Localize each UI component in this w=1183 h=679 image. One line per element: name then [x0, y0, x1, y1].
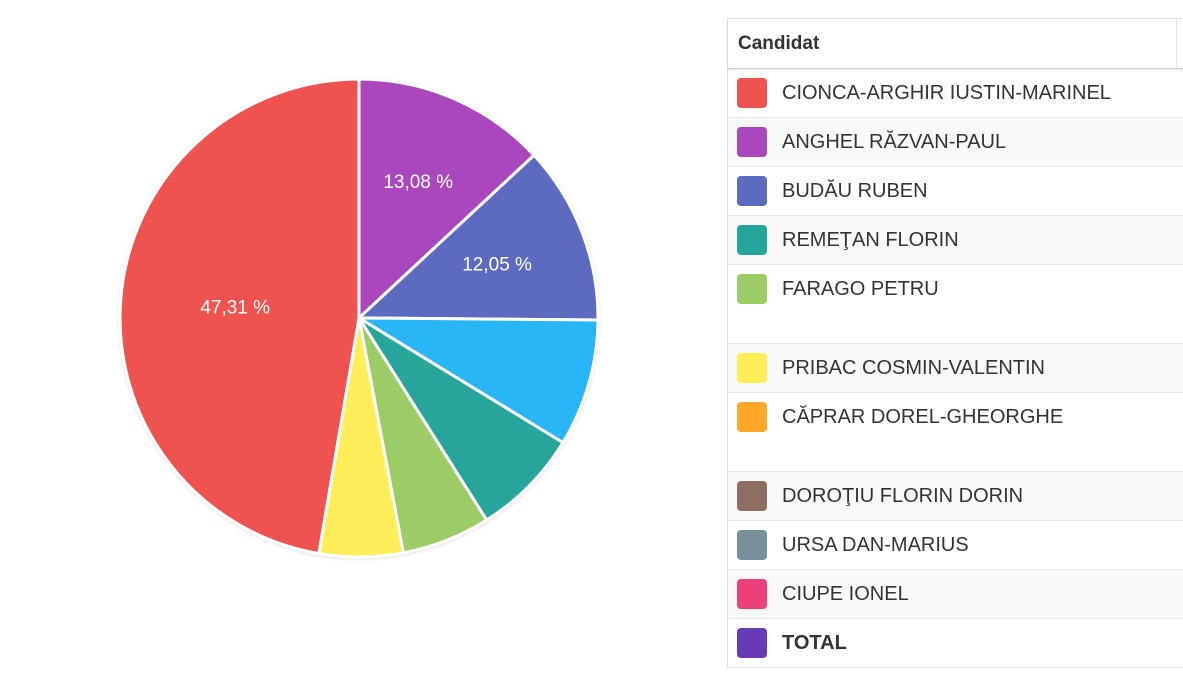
legend-row[interactable]: CĂPRAR DOREL-GHEORGHE: [728, 392, 1183, 471]
legend-swatch: [737, 274, 767, 304]
legend-swatch: [737, 579, 767, 609]
pie-slice-label-0: 47,31 %: [200, 298, 270, 319]
legend-row[interactable]: FARAGO PETRU: [728, 264, 1183, 343]
pie-slice-0[interactable]: [118, 77, 361, 556]
pie-slice-2[interactable]: [357, 153, 600, 322]
legend-row[interactable]: TOTAL: [728, 618, 1183, 667]
legend-row[interactable]: PRIBAC COSMIN-VALENTIN: [728, 343, 1183, 392]
legend-row[interactable]: REMEŢAN FLORIN: [728, 215, 1183, 264]
legend-swatch: [737, 402, 767, 432]
pie-slice-label-1: 13,08 %: [383, 172, 453, 193]
legend-swatch: [737, 353, 767, 383]
legend-label: ANGHEL RĂZVAN-PAUL: [782, 131, 1007, 153]
legend-label: CĂPRAR DOREL-GHEORGHE: [782, 406, 1064, 428]
legend-header-label: Candidat: [738, 32, 820, 54]
legend-label: DOROŢIU FLORIN DORIN: [782, 485, 1024, 507]
legend-row[interactable]: URSA DAN-MARIUS: [728, 520, 1183, 569]
legend-label: CIUPE IONEL: [782, 583, 909, 605]
legend-row[interactable]: DOROŢIU FLORIN DORIN: [728, 471, 1183, 520]
legend-label: PRIBAC COSMIN-VALENTIN: [782, 357, 1045, 379]
pie-slice-4[interactable]: [357, 316, 565, 522]
pie-chart: 13,08 % 12,05 % 47,31 %: [118, 77, 600, 559]
pie-slice-label-2: 12,05 %: [462, 254, 532, 275]
legend-label: REMEŢAN FLORIN: [782, 229, 959, 251]
legend-label: FARAGO PETRU: [782, 278, 939, 300]
legend-swatch: [737, 78, 767, 108]
legend-row[interactable]: CIONCA-ARGHIR IUSTIN-MARINEL: [728, 68, 1183, 117]
legend-table: Candidat CIONCA-ARGHIR IUSTIN-MARINEL ANG…: [727, 18, 1183, 668]
legend-label: CIONCA-ARGHIR IUSTIN-MARINEL: [782, 82, 1111, 104]
legend-label: TOTAL: [782, 632, 847, 654]
legend-swatch: [737, 225, 767, 255]
legend-header: Candidat: [728, 19, 1183, 68]
legend-swatch: [737, 481, 767, 511]
legend-swatch: [737, 176, 767, 206]
legend-row[interactable]: ANGHEL RĂZVAN-PAUL: [728, 117, 1183, 166]
legend-label: URSA DAN-MARIUS: [782, 534, 969, 556]
legend-swatch: [737, 127, 767, 157]
legend-label: BUDĂU RUBEN: [782, 180, 928, 202]
pie-chart-svg: 13,08 % 12,05 % 47,31 %: [118, 77, 600, 559]
legend-header-divider: [1176, 19, 1177, 68]
pie-slice-labels: 13,08 % 12,05 % 47,31 %: [200, 172, 532, 318]
legend-swatch: [737, 628, 767, 658]
legend-row[interactable]: CIUPE IONEL: [728, 569, 1183, 618]
legend-rows: CIONCA-ARGHIR IUSTIN-MARINEL ANGHEL RĂZVA…: [728, 68, 1183, 667]
pie-slice-1[interactable]: [357, 77, 536, 320]
legend-row[interactable]: BUDĂU RUBEN: [728, 166, 1183, 215]
pie-slices: [118, 77, 600, 559]
pie-slice-3[interactable]: [357, 316, 600, 445]
legend-swatch: [737, 530, 767, 560]
